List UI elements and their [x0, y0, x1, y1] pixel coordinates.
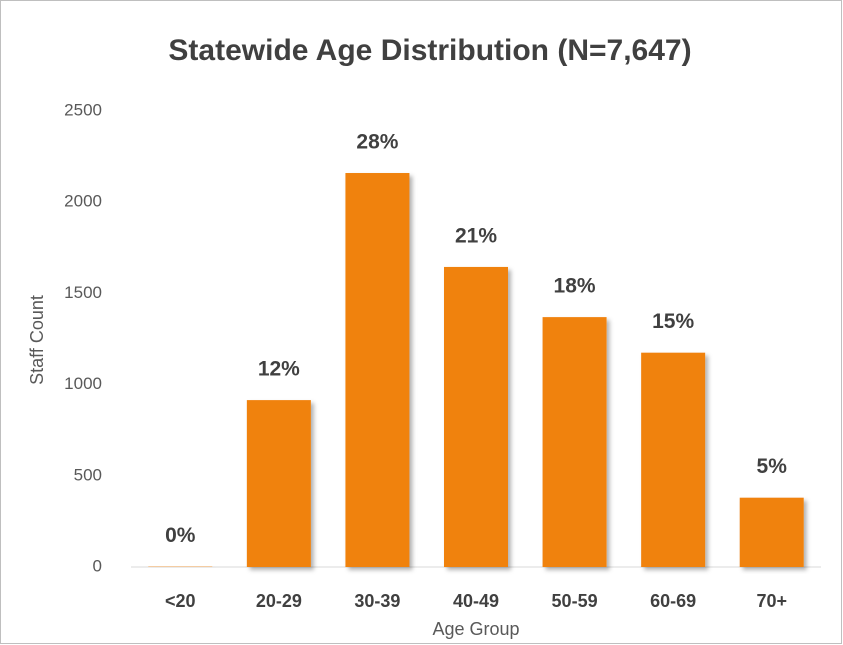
data-label: 28%	[356, 131, 398, 154]
y-axis-title: Staff Count	[27, 295, 47, 385]
bar	[542, 317, 607, 567]
data-label: 21%	[455, 224, 497, 247]
bar	[444, 266, 508, 567]
y-tick-label: 1000	[64, 374, 102, 393]
x-tick-label: 40-49	[453, 591, 499, 611]
y-tick-label: 1500	[64, 283, 102, 302]
x-tick-label: 30-39	[354, 591, 400, 611]
bar	[739, 497, 804, 567]
x-tick-label: <20	[165, 591, 196, 611]
y-tick-label: 2500	[64, 100, 102, 119]
data-label: 0%	[165, 524, 196, 547]
data-label: 5%	[757, 455, 788, 478]
data-label: 15%	[652, 310, 694, 333]
bar	[246, 400, 311, 567]
x-axis-title: Age Group	[432, 619, 519, 639]
x-tick-label: 20-29	[256, 591, 302, 611]
chart-title: Statewide Age Distribution (N=7,647)	[168, 34, 691, 67]
x-tick-label: 70+	[756, 591, 787, 611]
y-tick-label: 0	[93, 556, 102, 575]
bar	[641, 352, 706, 567]
x-tick-label: 50-59	[552, 591, 598, 611]
data-label: 12%	[258, 358, 300, 381]
bar	[345, 173, 410, 568]
y-tick-label: 500	[74, 465, 102, 484]
x-tick-label: 60-69	[650, 591, 696, 611]
data-label: 18%	[554, 275, 596, 298]
y-tick-label: 2000	[64, 192, 102, 211]
